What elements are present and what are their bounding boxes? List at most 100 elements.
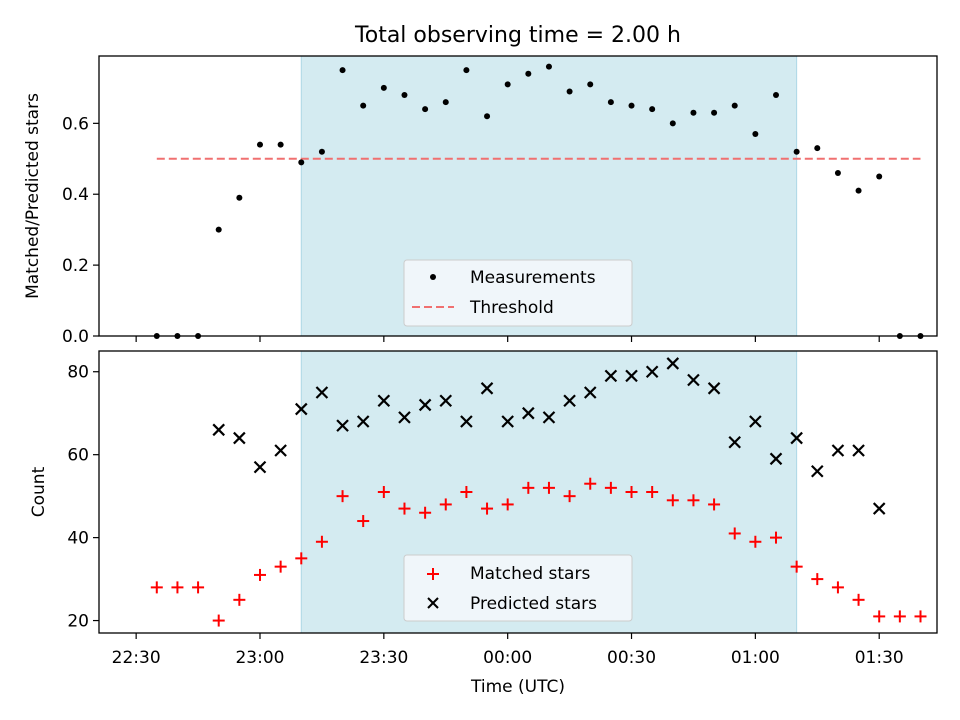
- matched-stars-point: [377, 486, 390, 498]
- x-tick-label: 01:00: [731, 648, 780, 668]
- matched-stars-point: [357, 515, 370, 528]
- chart-title: Total observing time = 2.00 h: [354, 23, 681, 48]
- matched-stars-point: [873, 610, 886, 623]
- measurement-point: [566, 88, 573, 95]
- matched-stars-point: [501, 498, 514, 511]
- predicted-stars-point: [811, 464, 824, 478]
- matched-stars-point: [625, 486, 638, 498]
- measurement-point: [814, 145, 821, 152]
- x-axis-label: Time (UTC): [470, 677, 565, 697]
- matched-stars-point: [563, 490, 576, 503]
- matched-stars-point: [584, 477, 597, 490]
- predicted-stars-point: [480, 382, 494, 395]
- measurement-point: [318, 148, 325, 155]
- measurement-point: [834, 169, 841, 176]
- top-y-tick-label: 0.6: [62, 114, 89, 134]
- legend-measurements-marker: [430, 274, 436, 280]
- legend-matched-marker: [427, 568, 439, 580]
- top-y-tick-label: 0.4: [62, 185, 89, 205]
- matched-stars-point: [811, 573, 824, 586]
- measurement-point: [876, 173, 883, 180]
- matched-stars-point: [914, 610, 927, 623]
- legend-predicted-marker: [427, 597, 439, 609]
- predicted-stars-point: [625, 369, 638, 383]
- measurement-point: [752, 130, 759, 137]
- predicted-stars-point: [253, 460, 267, 474]
- x-tick-label: 01:30: [855, 648, 904, 668]
- measurement-point: [855, 187, 862, 194]
- measurement-point: [545, 63, 552, 70]
- predicted-stars-point: [315, 386, 329, 399]
- legend-measurements-label: Measurements: [470, 268, 596, 288]
- matched-stars-point: [274, 560, 287, 573]
- predicted-stars-point: [460, 415, 473, 428]
- measurement-point: [484, 113, 491, 120]
- matched-stars-point: [687, 494, 700, 507]
- x-tick-label: 22:30: [112, 648, 161, 668]
- measurement-point: [339, 67, 346, 74]
- predicted-stars-point: [233, 431, 246, 445]
- matched-stars-point: [852, 593, 865, 606]
- matched-stars-point: [728, 527, 741, 540]
- matched-stars-point: [336, 490, 349, 503]
- bottom-y-tick-label: 40: [67, 529, 89, 549]
- x-tick-label: 00:30: [607, 648, 656, 668]
- measurement-point: [731, 102, 738, 109]
- predicted-stars-point: [336, 419, 349, 432]
- bottom-y-tick-label: 20: [67, 612, 89, 632]
- predicted-stars-point: [274, 444, 287, 457]
- matched-stars-point: [893, 610, 906, 623]
- predicted-stars-point: [831, 444, 845, 457]
- predicted-stars-point: [707, 382, 721, 395]
- bottom-legend: Matched stars Predicted stars: [403, 554, 633, 622]
- x-tick-label: 23:00: [235, 648, 284, 668]
- measurement-point: [298, 159, 305, 166]
- predicted-stars-point: [501, 415, 514, 428]
- matched-stars-point: [315, 535, 328, 548]
- matched-stars-point: [604, 481, 617, 494]
- predicted-stars-point: [522, 406, 535, 420]
- matched-stars-point: [419, 506, 432, 519]
- predicted-stars-point: [542, 411, 556, 424]
- measurement-point: [690, 109, 697, 116]
- measurement-point: [277, 141, 284, 148]
- measurement-point: [256, 141, 263, 148]
- matched-stars-point: [171, 581, 184, 594]
- predicted-stars-point: [687, 373, 700, 387]
- predicted-stars-point: [666, 357, 680, 370]
- top-legend: Measurements Threshold: [403, 259, 633, 327]
- matched-stars-point: [790, 560, 803, 573]
- measurement-point: [607, 99, 614, 106]
- matched-stars-point: [150, 581, 163, 594]
- predicted-stars-point: [439, 394, 453, 408]
- bottom-y-tick-label: 60: [67, 446, 89, 466]
- top-panel: 0.0 0.2 0.4 0.6 Matched/Predicted stars Mea…: [23, 55, 938, 347]
- measurement-point: [587, 81, 594, 88]
- measurement-point: [793, 148, 800, 155]
- x-tick-label: 23:30: [359, 648, 408, 668]
- predicted-stars-point: [377, 394, 391, 408]
- top-panel-frame: [98, 55, 938, 337]
- matched-stars-point: [542, 481, 555, 494]
- matched-stars-point: [749, 535, 762, 548]
- measurement-point: [711, 109, 718, 116]
- predicted-stars-point: [418, 398, 432, 412]
- measurement-point: [504, 81, 511, 88]
- matched-stars-point: [192, 581, 205, 594]
- legend-predicted-label: Predicted stars: [470, 594, 597, 614]
- legend-matched-label: Matched stars: [470, 564, 590, 584]
- measurement-point: [525, 70, 532, 77]
- predicted-stars-point: [356, 415, 370, 428]
- predicted-stars-point: [728, 435, 742, 449]
- matched-stars-point: [522, 481, 535, 494]
- predicted-stars-point: [790, 431, 803, 445]
- predicted-stars-point: [604, 369, 618, 383]
- measurement-point: [360, 102, 367, 109]
- bottom-y-tick-label: 80: [67, 363, 89, 383]
- matched-stars-point: [646, 486, 659, 498]
- predicted-stars-point: [294, 402, 308, 416]
- measurement-point: [442, 99, 449, 106]
- bottom-panel: 20 40 60 80 22:30 23:00 23:30 00:00 00:30 01:00 0…: [29, 350, 938, 697]
- measurement-point: [236, 194, 243, 201]
